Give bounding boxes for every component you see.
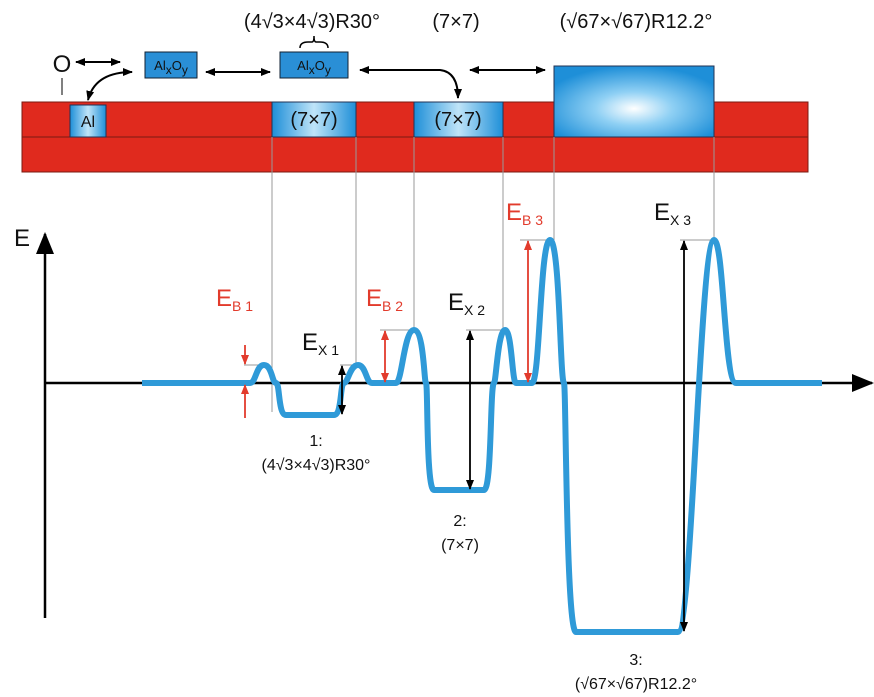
exchange-label: EX 1 [302,329,339,358]
minimum-index: 1: [309,433,322,450]
minimum-structure: (4√3×4√3)R30° [262,457,371,474]
surface-bottom [21,136,809,173]
al-block [69,104,107,138]
axis-label: E [14,225,30,252]
oxide-box [144,51,198,79]
minimum-structure: (7×7) [441,537,479,554]
block-67 [553,65,715,138]
block-label: (7×7) [290,109,337,131]
minimum-index: 2: [453,513,466,530]
exchange-label: EX 3 [654,199,691,228]
block-7x7 [413,101,504,138]
barrier-label: EB 1 [216,285,253,314]
surface [21,51,809,173]
energy-arrows [241,240,688,632]
process-arrows [75,58,546,101]
top-label: (7×7) [432,11,479,33]
oxide-label: AlxOy [154,58,188,77]
block-7x7 [271,101,357,138]
oxide-label: AlxOy [297,58,331,77]
barrier-label: EB 3 [506,199,543,228]
al-label: Al [81,114,95,131]
block-label: (7×7) [434,109,481,131]
minimum-index: 3: [629,652,642,669]
oxygen-label: O [53,51,72,78]
top-label: (√67×√67)R12.2° [560,11,713,33]
barrier-label: EB 2 [366,285,403,314]
top-label: (4√3×4√3)R30° [244,11,380,33]
brace [299,35,329,49]
oxide-box [279,51,349,79]
guide-lines [244,137,715,412]
minimum-structure: (√67×√67)R12.2° [575,676,697,693]
exchange-label: EX 2 [448,289,485,318]
